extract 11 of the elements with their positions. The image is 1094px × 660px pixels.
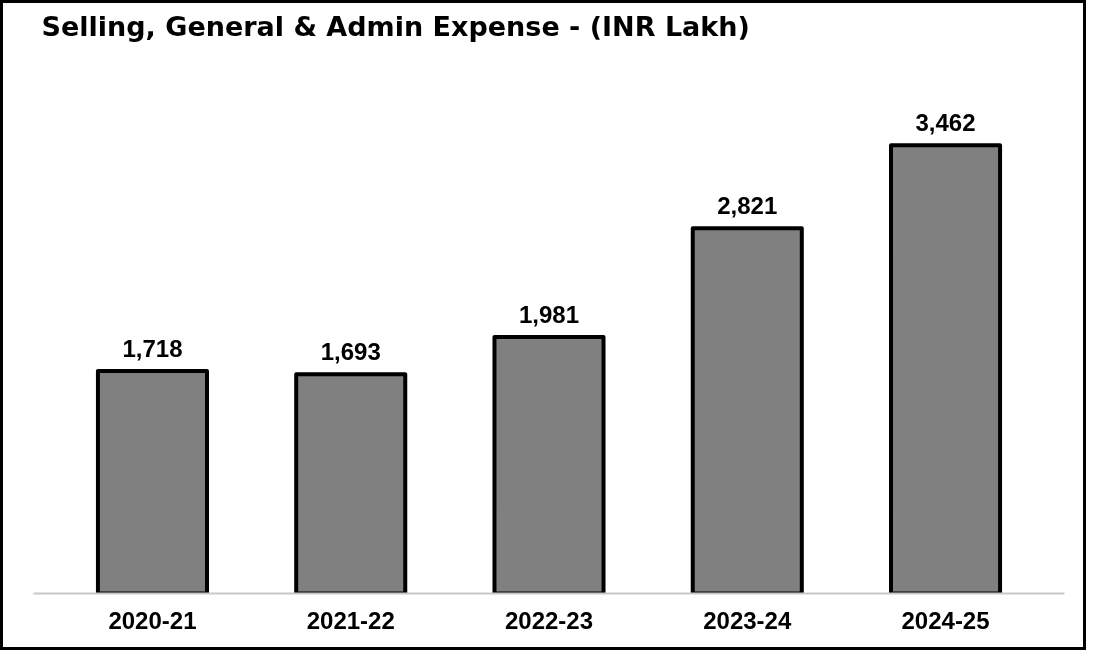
data-label: 1,981 xyxy=(518,300,580,328)
data-label: 2,821 xyxy=(717,192,778,220)
x-tick-label: 2021-22 xyxy=(306,606,395,634)
x-tick-label: 2024-25 xyxy=(901,606,990,634)
x-tick-label: 2022-23 xyxy=(504,606,594,634)
data-label: 1,693 xyxy=(320,338,381,366)
x-tick-label: 2023-24 xyxy=(703,606,792,634)
data-label: 3,462 xyxy=(915,109,976,137)
chart-title: Selling, General & Admin Expense - (INR Lakh) xyxy=(41,10,750,42)
x-tick-label: 2020-21 xyxy=(108,606,197,634)
data-label: 1,718 xyxy=(122,335,183,362)
